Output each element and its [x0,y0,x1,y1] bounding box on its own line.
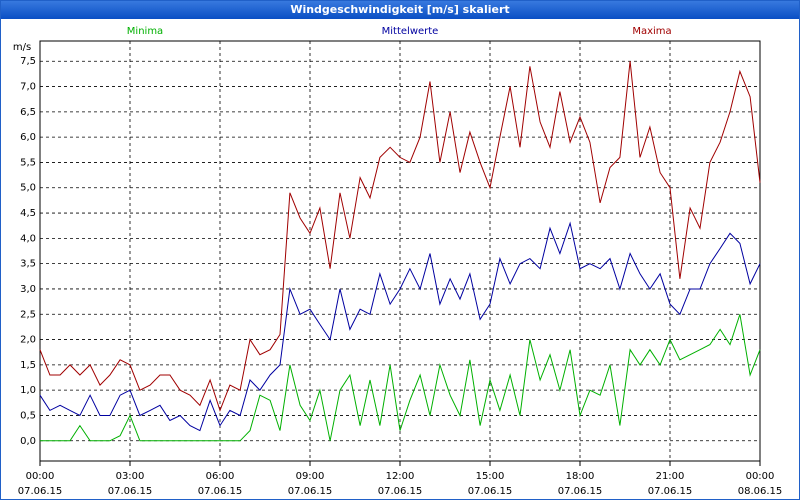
x-tick-date: 07.06.15 [378,486,423,497]
x-tick-date: 07.06.15 [648,486,693,497]
title-bar [0,0,800,19]
x-tick-label: 06:00 [206,471,235,482]
y-tick-label: 6,5 [20,107,36,118]
x-tick-date: 08.06.15 [738,486,783,497]
x-tick-label: 12:00 [386,471,415,482]
x-tick-date: 07.06.15 [108,486,153,497]
legend-label: Mittelwerte [382,26,439,37]
legend-label: Maxima [632,26,671,37]
y-tick-label: 1,5 [20,360,36,371]
legend-label: Minima [127,26,163,37]
y-tick-label: 6,0 [20,132,36,143]
x-tick-label: 00:00 [26,471,55,482]
x-tick-label: 09:00 [296,471,325,482]
x-tick-label: 15:00 [476,471,505,482]
series-line [39,61,761,412]
y-tick-label: 0,5 [20,410,36,421]
series-line [39,221,761,432]
x-tick-date: 07.06.15 [198,486,243,497]
x-tick-label: 03:00 [116,471,145,482]
x-tick-label: 00:00 [746,471,775,482]
x-tick-label: 18:00 [566,471,595,482]
y-tick-label: 3,0 [20,284,36,295]
x-tick-date: 07.06.15 [558,486,603,497]
x-tick-label: 21:00 [656,471,685,482]
y-tick-label: 5,5 [20,157,36,168]
y-tick-label: 7,0 [20,82,36,93]
y-tick-label: 4,0 [20,233,36,244]
y-tick-label: 2,5 [20,309,36,320]
x-tick-date: 07.06.15 [288,486,333,497]
y-tick-label: 1,0 [20,385,36,396]
y-tick-label: 0,0 [20,436,36,447]
y-tick-label: 7,5 [20,56,36,67]
y-tick-label: 3,5 [20,259,36,270]
y-tick-label: 5,0 [20,183,36,194]
y-unit: m/s [13,42,31,53]
series-line [40,314,761,442]
y-tick-label: 4,5 [20,208,36,219]
x-tick-date: 07.06.15 [18,486,63,497]
x-tick-date: 07.06.15 [468,486,513,497]
y-tick-label: 2,0 [20,335,36,346]
chart-title: Windgeschwindigkeit [m/s] skaliert [290,3,509,16]
